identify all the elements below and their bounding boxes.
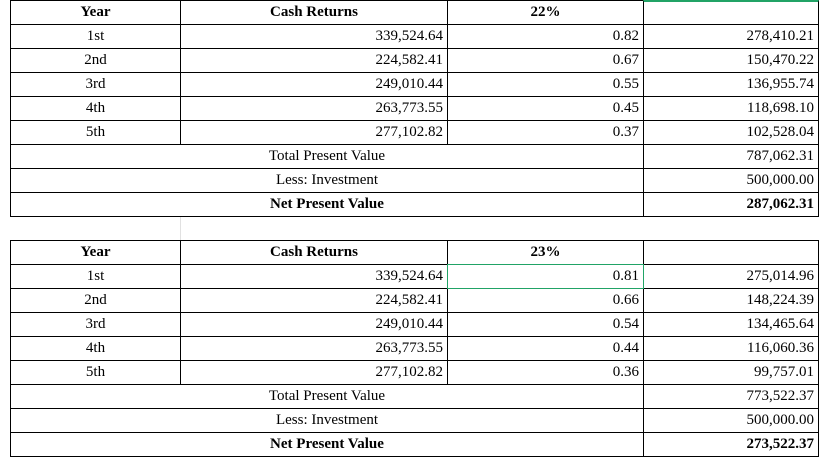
investment-value: 500,000.00 (643, 168, 819, 193)
year-cell: 1st (10, 24, 181, 49)
factor-cell: 0.82 (447, 24, 644, 49)
present-value-cell: 150,470.22 (643, 48, 819, 73)
header-cash-returns: Cash Returns (180, 0, 448, 25)
year-cell: 2nd (10, 48, 181, 73)
total-label: Total Present Value (10, 144, 644, 169)
factor-cell: 0.36 (447, 360, 644, 385)
gridline (180, 216, 181, 240)
cash-return-cell: 339,524.64 (180, 264, 448, 289)
header-year: Year (10, 0, 181, 25)
year-cell: 4th (10, 336, 181, 361)
header-rate: 22% (447, 0, 644, 25)
total-value: 787,062.31 (643, 144, 819, 169)
year-cell: 1st (10, 264, 181, 289)
year-cell: 4th (10, 96, 181, 121)
present-value-cell: 136,955.74 (643, 72, 819, 97)
header-year: Year (10, 240, 181, 265)
cash-return-cell: 224,582.41 (180, 288, 448, 313)
year-cell: 5th (10, 360, 181, 385)
cash-return-cell: 249,010.44 (180, 312, 448, 337)
header-cash-returns: Cash Returns (180, 240, 448, 265)
cash-return-cell: 249,010.44 (180, 72, 448, 97)
present-value-cell: 118,698.10 (643, 96, 819, 121)
present-value-cell: 102,528.04 (643, 120, 819, 145)
total-value: 773,522.37 (643, 384, 819, 409)
cash-return-cell: 263,773.55 (180, 96, 448, 121)
present-value-cell: 275,014.96 (643, 264, 819, 289)
cash-return-cell: 263,773.55 (180, 336, 448, 361)
year-cell: 3rd (10, 72, 181, 97)
year-cell: 3rd (10, 312, 181, 337)
total-label: Total Present Value (10, 384, 644, 409)
factor-cell: 0.54 (447, 312, 644, 337)
present-value-cell: 134,465.64 (643, 312, 819, 337)
header-empty (643, 0, 819, 25)
cash-return-cell: 277,102.82 (180, 120, 448, 145)
net-label: Net Present Value (10, 432, 644, 457)
cash-return-cell: 339,524.64 (180, 24, 448, 49)
factor-cell: 0.67 (447, 48, 644, 73)
year-cell: 5th (10, 120, 181, 145)
present-value-cell: 99,757.01 (643, 360, 819, 385)
present-value-cell: 148,224.39 (643, 288, 819, 313)
investment-label: Less: Investment (10, 168, 644, 193)
net-value: 287,062.31 (643, 192, 819, 217)
factor-cell: 0.44 (447, 336, 644, 361)
net-label: Net Present Value (10, 192, 644, 217)
factor-cell: 0.55 (447, 72, 644, 97)
factor-cell: 0.66 (447, 288, 644, 313)
year-cell: 2nd (10, 288, 181, 313)
investment-label: Less: Investment (10, 408, 644, 433)
net-value: 273,522.37 (643, 432, 819, 457)
cash-return-cell: 277,102.82 (180, 360, 448, 385)
present-value-cell: 116,060.36 (643, 336, 819, 361)
present-value-cell: 278,410.21 (643, 24, 819, 49)
factor-cell: 0.45 (447, 96, 644, 121)
factor-cell: 0.37 (447, 120, 644, 145)
header-rate: 23% (447, 240, 644, 265)
investment-value: 500,000.00 (643, 408, 819, 433)
cash-return-cell: 224,582.41 (180, 48, 448, 73)
header-empty (643, 240, 819, 265)
factor-cell: 0.81 (447, 264, 644, 289)
